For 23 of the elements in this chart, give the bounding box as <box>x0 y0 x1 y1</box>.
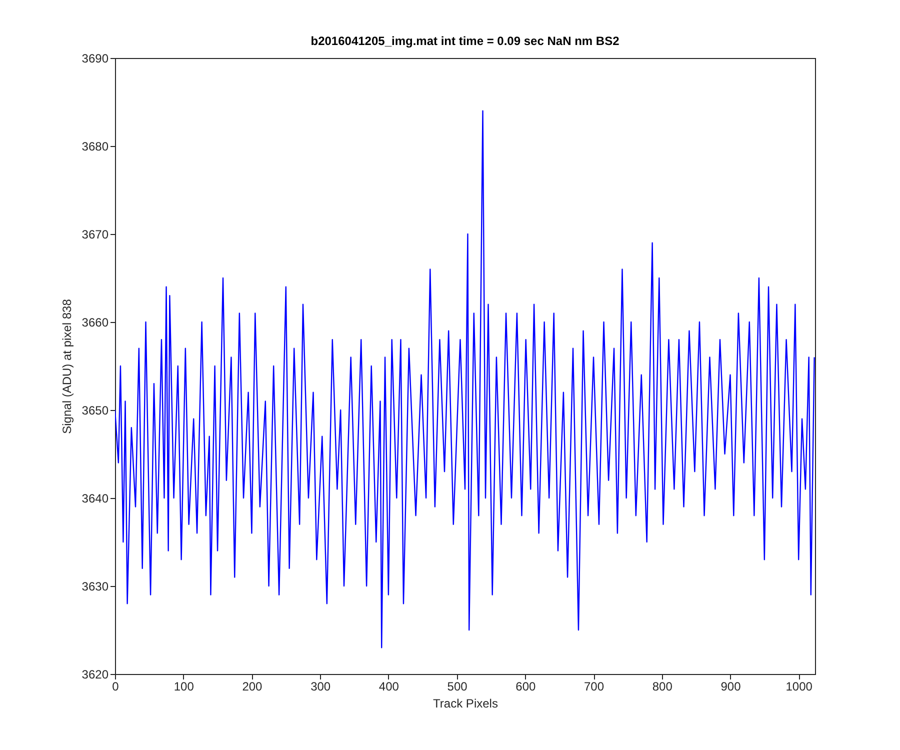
x-tick-label: 600 <box>516 680 536 694</box>
y-tick-label: 3670 <box>82 228 109 242</box>
x-tick-label: 700 <box>584 680 604 694</box>
x-tick-label: 400 <box>378 680 400 694</box>
x-tick-label: 1000 <box>786 680 813 694</box>
y-tick-label: 3660 <box>82 316 109 330</box>
x-axis-title: Track Pixels <box>433 696 498 710</box>
x-tick-label: 0 <box>112 680 120 694</box>
y-tick-label: 3620 <box>82 668 109 682</box>
x-tick-label: 200 <box>242 680 263 694</box>
y-tick-label: 3630 <box>82 580 109 594</box>
x-tick-label: 900 <box>720 680 742 694</box>
chart-title: b2016041205_img.mat int time = 0.09 sec NaN nm BS2 <box>310 34 620 48</box>
x-tick-label: 500 <box>447 680 468 694</box>
y-axis-title: Signal (ADU) at pixel 838 <box>60 298 74 434</box>
y-tick-label: 3680 <box>82 140 109 154</box>
y-tick-label: 3640 <box>82 492 109 506</box>
x-tick-label: 800 <box>652 680 673 694</box>
x-tick-label: 300 <box>310 680 331 694</box>
x-tick-label: 100 <box>174 680 194 694</box>
y-tick-label: 3690 <box>82 52 109 66</box>
line-series <box>115 110 815 648</box>
y-tick-label: 3650 <box>82 404 109 418</box>
